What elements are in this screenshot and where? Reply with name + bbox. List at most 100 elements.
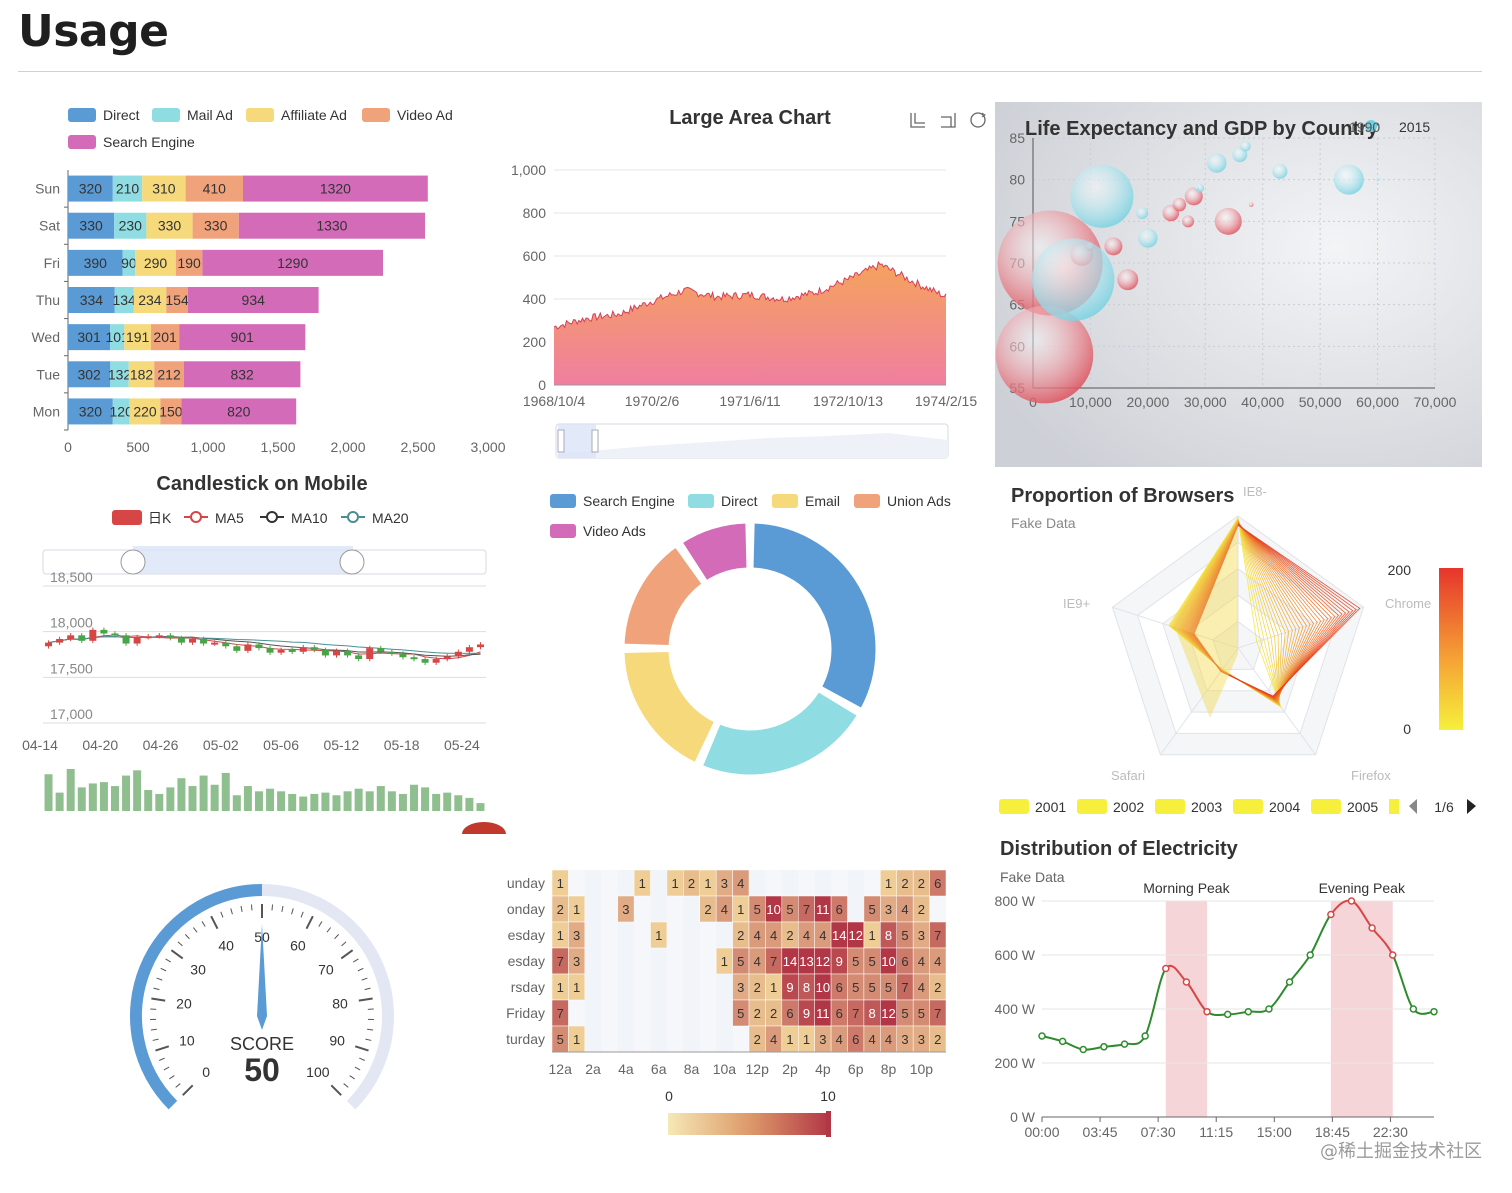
bar-data-label: 832: [230, 366, 254, 382]
bar-segment: [68, 249, 123, 276]
icon-arrow: [981, 112, 986, 118]
gauge-tick: [250, 904, 253, 911]
candle-body: [332, 650, 340, 656]
heatmap-cell-label: 5: [852, 954, 859, 969]
donut-chart: Search Engine Direct Email Union Ads Video A…: [550, 493, 951, 778]
legend-label: Mail Ad: [187, 107, 233, 123]
legend-swatch: [1077, 799, 1107, 814]
bar-data-label: 410: [203, 181, 227, 197]
gauge-tick: [354, 1066, 361, 1071]
bar-data-label: 820: [227, 403, 251, 419]
series-point: [1223, 1010, 1232, 1019]
x-tick-label: 10a: [713, 1061, 737, 1077]
series-point: [1203, 1007, 1211, 1016]
x-tick-label: 10,000: [1069, 394, 1112, 410]
series-point: [1244, 1007, 1253, 1016]
x-tick-label: 05-24: [444, 737, 480, 753]
candle-body: [200, 638, 208, 644]
bar-segment: [133, 287, 167, 313]
bubble-point: [1136, 207, 1149, 219]
legend-prev-icon: [1409, 799, 1417, 814]
candle-body: [255, 644, 263, 649]
volume-bar: [410, 784, 419, 811]
bar-segment: [185, 175, 243, 202]
gauge-tick: [281, 905, 284, 912]
y-tick-label: 85: [1009, 130, 1025, 146]
datazoom-handle: [591, 429, 599, 453]
bar-data-label: 134: [112, 292, 136, 308]
legend-swatch: [68, 108, 96, 122]
heatmap-cell-label: 7: [557, 954, 564, 969]
gauge-value: 50: [244, 1052, 280, 1088]
heatmap-cell-label: 4: [754, 954, 761, 969]
heatmap-cell-label: 1: [557, 980, 564, 995]
moving-average-line: [48, 634, 481, 660]
gauge-label: SCORE: [230, 1034, 294, 1054]
legend-marker: [347, 511, 359, 523]
y-tick-label: Fri: [44, 255, 60, 271]
bar-segment: [202, 249, 383, 276]
heatmap-cell-label: 9: [836, 954, 843, 969]
restore-icon: [970, 112, 986, 128]
electricity-panel: Distribution of Electricity Fake Data Morn…: [992, 834, 1482, 1164]
heatmap-column-band: [683, 870, 700, 1052]
gauge-tick: [357, 967, 364, 972]
gauge-tick: [160, 967, 167, 972]
bar-segment: [181, 398, 297, 425]
radar-indicator-label: IE8-: [1243, 484, 1267, 499]
heatmap-cell-label: 1: [639, 876, 646, 891]
bubble-point: [1272, 163, 1288, 179]
volume-bar: [88, 783, 97, 811]
icon-path: [941, 113, 956, 128]
bubble-point: [1117, 269, 1139, 291]
gauge-tick: [358, 997, 373, 1002]
heatmap-cell: [650, 921, 668, 949]
legend-label: 2005: [1347, 799, 1378, 815]
candle-body: [67, 635, 75, 639]
x-tick-label: 15:00: [1257, 1124, 1292, 1140]
volume-bar: [365, 791, 374, 811]
y-tick-label: esday: [508, 953, 545, 969]
heatmap-cell-label: 2: [901, 876, 908, 891]
heatmap-cell-label: 2: [934, 980, 941, 995]
heatmap-cell-label: 10: [881, 954, 895, 969]
volume-bar: [166, 787, 175, 811]
legend-swatch: [772, 494, 798, 508]
candle-body: [410, 657, 418, 660]
zoom-reset-icon: [941, 113, 956, 128]
heatmap-cell-label: 2: [704, 902, 711, 917]
volume-bar: [177, 778, 186, 811]
volume-bar: [199, 775, 208, 811]
legend-swatch: [688, 494, 714, 508]
bar-data-label: 201: [153, 329, 177, 345]
y-tick-label: 18,000: [50, 615, 93, 631]
chart-title: Large Area Chart: [669, 107, 831, 129]
donut-slice: [679, 520, 750, 584]
bubble-chart: 55606570758085010,00020,00030,00040,0005…: [995, 102, 1482, 467]
volume-bar: [288, 793, 297, 811]
legend-label: Union Ads: [887, 493, 951, 509]
peak-label: Evening Peak: [1319, 880, 1406, 896]
visualmap-min: 0: [1403, 721, 1411, 737]
y-tick-label: 600: [523, 248, 547, 264]
series-point: [1162, 964, 1170, 973]
bar-segment: [166, 287, 188, 313]
bar-data-label: 212: [157, 366, 181, 382]
candle-body: [89, 629, 97, 641]
bar-segment: [124, 324, 152, 351]
bar-segment: [129, 398, 161, 425]
bar-data-label: 301: [77, 329, 101, 345]
bar-data-label: 310: [152, 181, 176, 197]
heatmap-cell-label: 5: [737, 1006, 744, 1021]
x-tick-label: 05-18: [384, 737, 420, 753]
heatmap-cell-label: 3: [918, 928, 925, 943]
bubble-point: [1214, 207, 1242, 235]
legend-label: 2003: [1191, 799, 1222, 815]
gauge-tick: [159, 1057, 165, 1061]
candle-body: [111, 633, 119, 636]
volume-bar: [376, 786, 385, 811]
gauge-tick: [318, 921, 323, 927]
gauge-tick: [192, 927, 198, 933]
heatmap-cell-label: 2: [754, 980, 761, 995]
x-tick-label: 18:45: [1315, 1124, 1350, 1140]
